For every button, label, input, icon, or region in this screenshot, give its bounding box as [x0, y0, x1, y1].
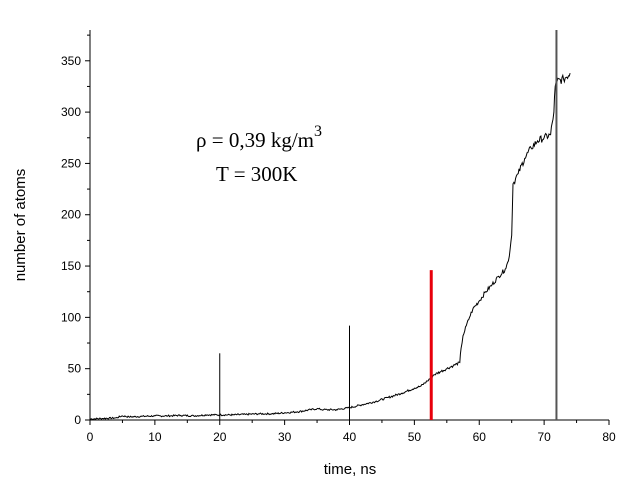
- y-axis-title: number of atoms: [12, 169, 29, 282]
- x-tick-label: 60: [473, 430, 487, 444]
- y-tick-label: 200: [61, 208, 81, 222]
- y-tick-label: 0: [74, 413, 81, 427]
- x-tick-label: 40: [343, 430, 357, 444]
- x-tick-label: 50: [408, 430, 422, 444]
- temperature-annotation: T = 300K: [216, 162, 297, 186]
- series-line: [90, 72, 571, 421]
- density-exponent: 3: [314, 123, 322, 140]
- x-tick-label: 70: [537, 430, 551, 444]
- x-tick-label: 80: [602, 430, 616, 444]
- density-annotation: ρ = 0,39 kg/m3: [196, 123, 322, 152]
- x-axis-title: time, ns: [324, 461, 377, 478]
- x-tick-label: 30: [278, 430, 292, 444]
- y-tick-label: 350: [61, 54, 81, 68]
- y-tick-label: 100: [61, 310, 81, 324]
- x-tick-label: 10: [148, 430, 162, 444]
- y-tick-label: 50: [68, 362, 82, 376]
- density-annotation-text: ρ = 0,39 kg/m: [196, 128, 314, 152]
- y-tick-label: 300: [61, 105, 81, 119]
- x-tick-label: 0: [87, 430, 94, 444]
- y-tick-label: 250: [61, 156, 81, 170]
- x-tick-label: 20: [213, 430, 227, 444]
- y-tick-label: 150: [61, 259, 81, 273]
